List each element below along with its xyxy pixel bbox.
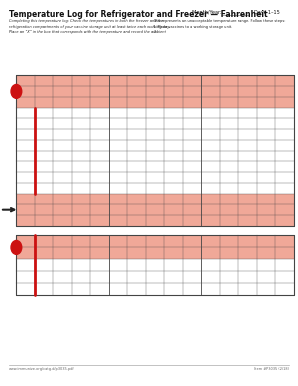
Circle shape [11, 240, 22, 254]
Bar [16, 235, 294, 295]
Text: This represents an unacceptable temperature range. Follow these steps:
1. Move v: This represents an unacceptable temperat… [153, 19, 286, 34]
Text: Temperature Log for Refrigerator and Freezer — Fahrenheit: Temperature Log for Refrigerator and Fre… [9, 10, 268, 19]
Bar [16, 75, 294, 86]
Text: Completing this temperature log: Check the temperatures in both the freezer and : Completing this temperature log: Check t… [9, 19, 170, 34]
Bar [16, 97, 294, 108]
Bar [16, 247, 294, 259]
Bar [16, 204, 294, 215]
Bar [16, 75, 294, 226]
Bar [16, 235, 294, 247]
Bar [16, 215, 294, 226]
Text: Month/Year:___________   Days 1–15: Month/Year:___________ Days 1–15 [192, 10, 280, 15]
Text: Item #P3035 (2/18): Item #P3035 (2/18) [254, 367, 289, 371]
Text: www.immunize.org/catg.d/p3035.pdf: www.immunize.org/catg.d/p3035.pdf [9, 367, 74, 371]
Bar [16, 193, 294, 204]
Bar [16, 235, 294, 295]
Bar [16, 86, 294, 97]
Bar [16, 75, 294, 226]
Circle shape [11, 85, 22, 98]
